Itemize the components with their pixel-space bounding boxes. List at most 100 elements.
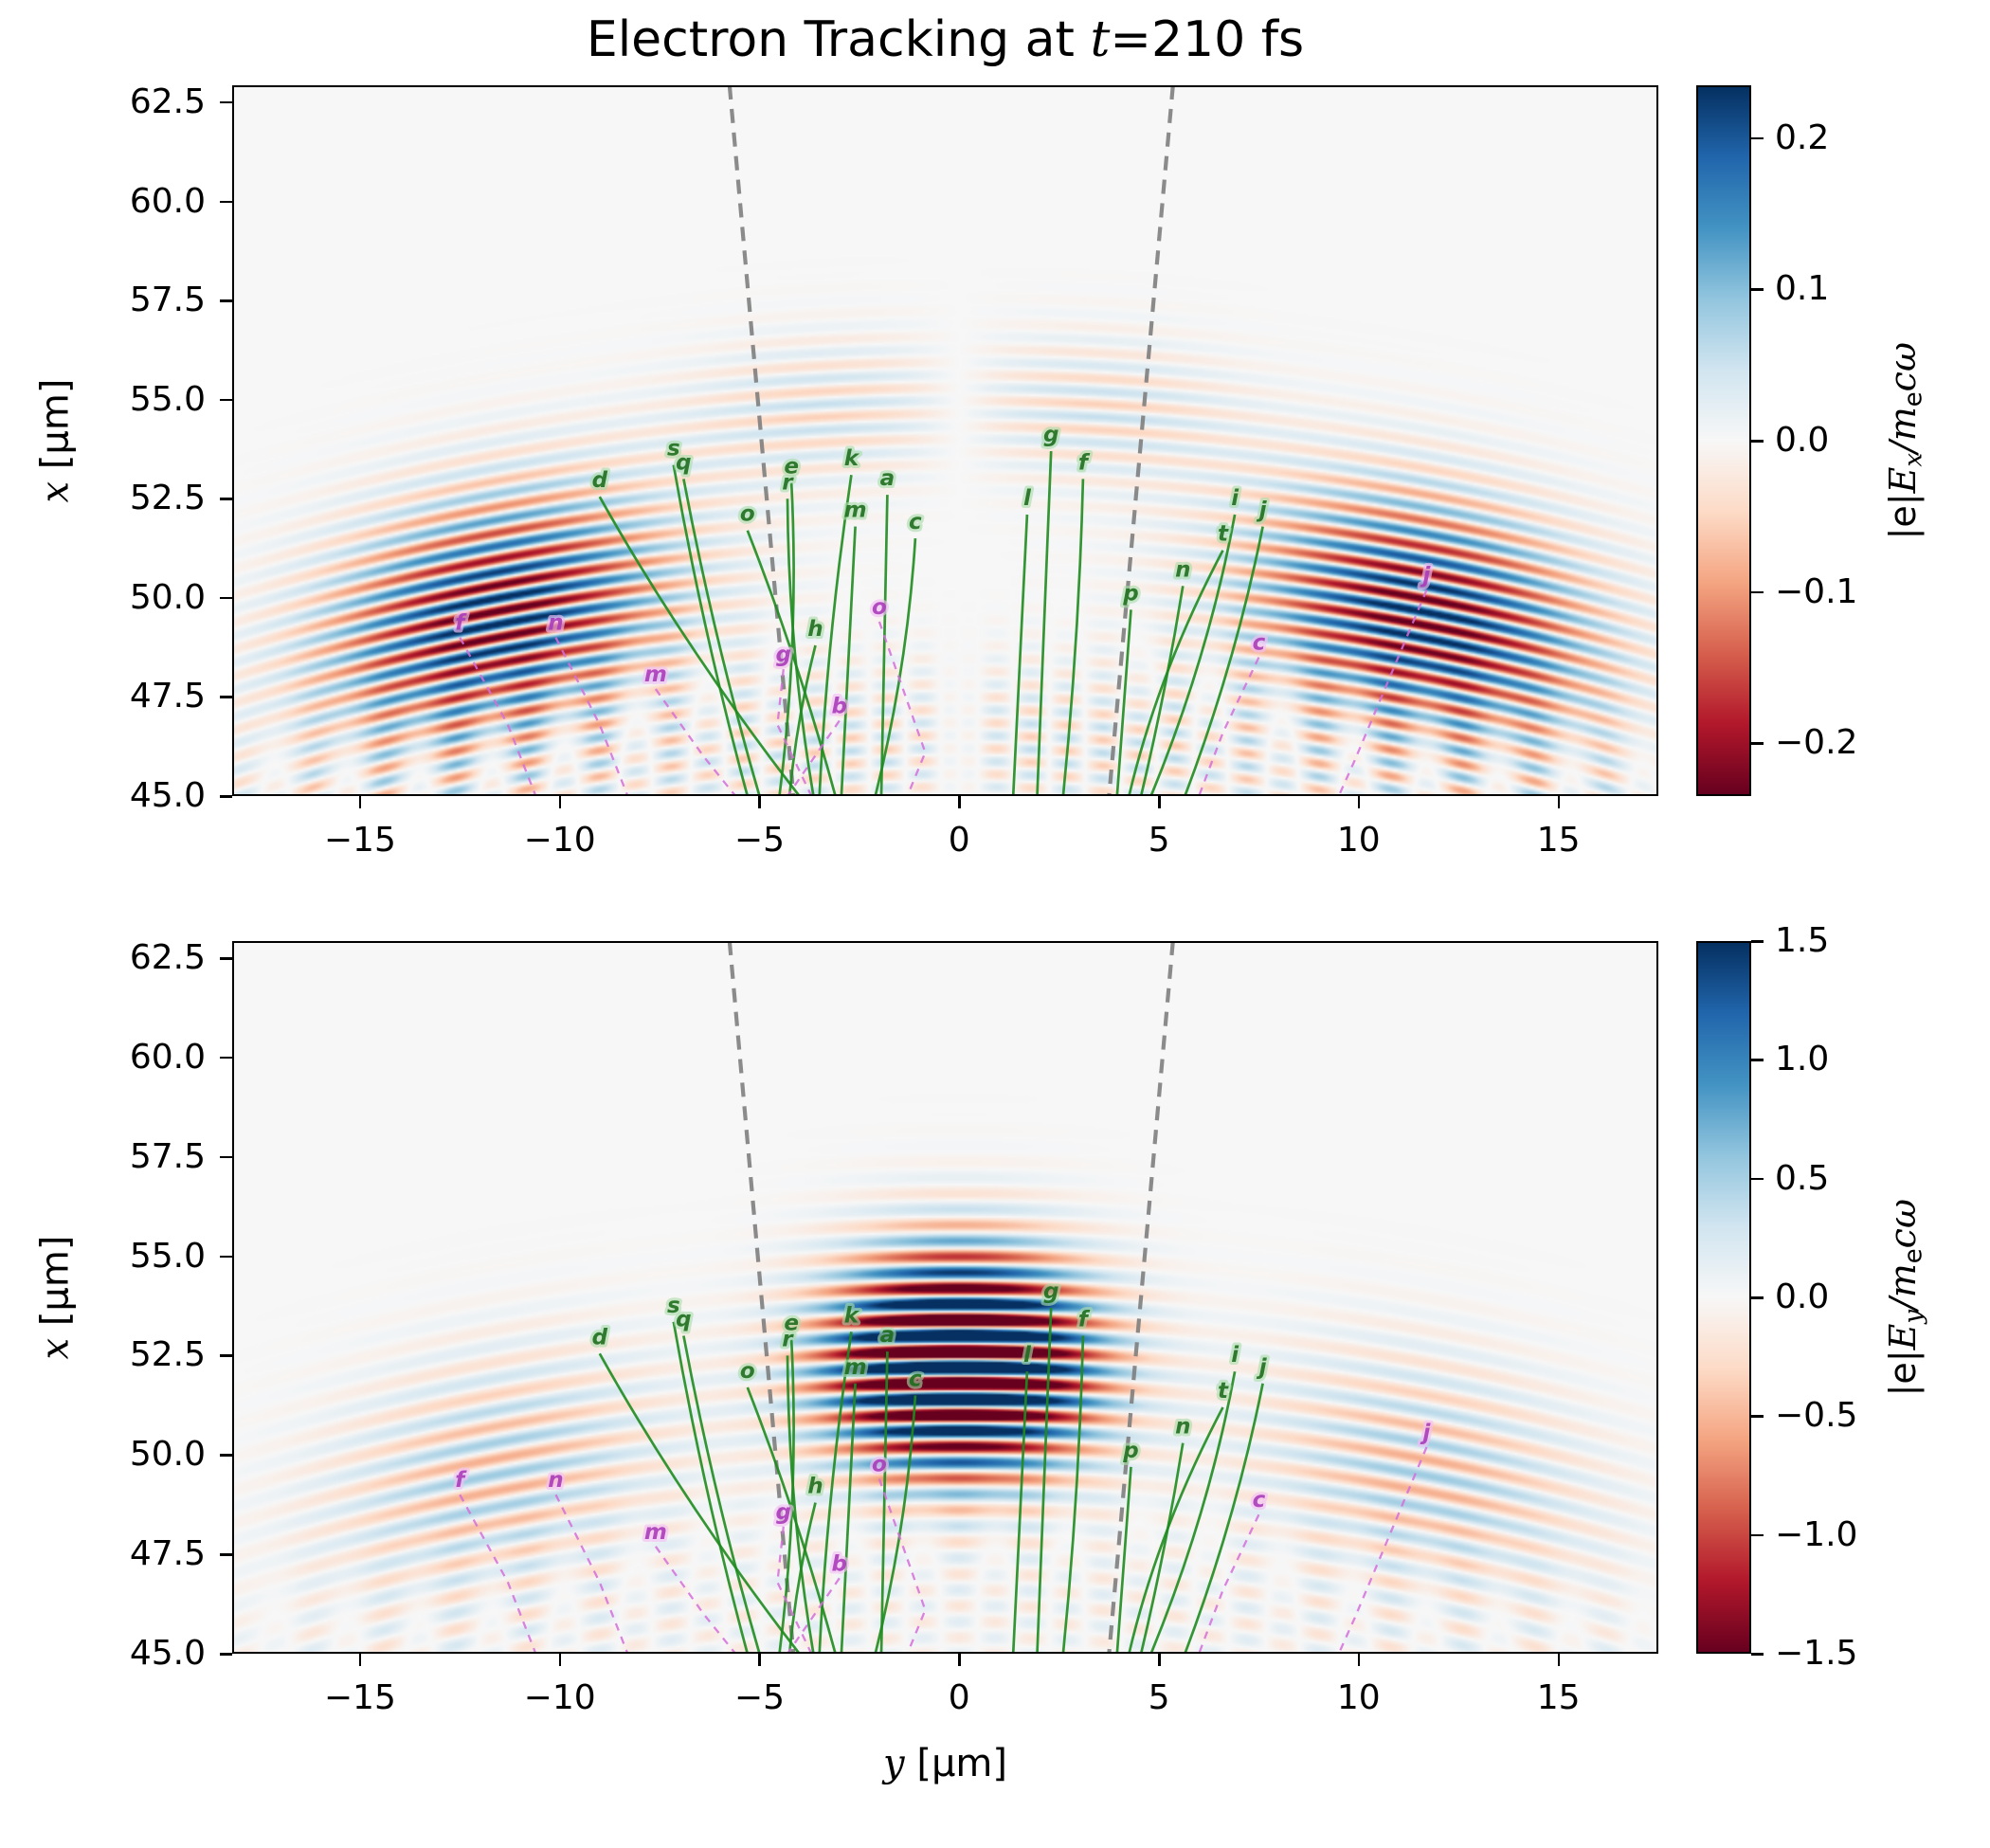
lost-track-g xyxy=(776,668,813,796)
y-tick-label: 55.0 xyxy=(129,1236,206,1276)
track-label-i: i xyxy=(1231,1343,1239,1368)
lost-track-label-o: o xyxy=(872,1452,887,1477)
lost-track-label-j: j xyxy=(1420,563,1432,588)
track-label-i: i xyxy=(1231,486,1239,511)
track-label-r: r xyxy=(782,1327,794,1351)
track-label-h: h xyxy=(807,617,823,642)
colorbar-tick-label: 0.5 xyxy=(1775,1158,1830,1198)
x-axis-label: y [μm] xyxy=(232,1742,1658,1785)
y-tick-label: 60.0 xyxy=(129,1037,206,1077)
colorbar-tickmark xyxy=(1751,1296,1764,1299)
electron-track-e xyxy=(778,482,795,796)
field-heatmap-ey xyxy=(232,941,1658,1654)
track-label-f: f xyxy=(1078,450,1091,475)
cone-line-right xyxy=(1107,941,1175,1654)
y-tickmark xyxy=(220,696,232,698)
track-label-q: q xyxy=(676,450,691,475)
electron-track-p xyxy=(1115,1466,1132,1654)
y-tickmark xyxy=(220,398,232,402)
x-tick-label: 0 xyxy=(948,1678,970,1717)
colorbar-tickmark xyxy=(1751,136,1764,140)
colorbar-tick-label: −1.5 xyxy=(1775,1634,1858,1673)
x-tickmark xyxy=(958,1654,961,1666)
track-label-t: t xyxy=(1218,522,1229,547)
colorbar-tickmark xyxy=(1751,1059,1764,1061)
track-label-d: d xyxy=(592,468,608,493)
electron-track-c xyxy=(874,538,917,796)
lost-track-label-g: g xyxy=(776,643,791,667)
label-fragment: E xyxy=(1881,1323,1924,1350)
x-tickmark xyxy=(1557,1654,1561,1666)
x-tickmark xyxy=(558,1654,562,1666)
x-tickmark xyxy=(1557,796,1561,808)
track-label-s: s xyxy=(667,1294,680,1318)
electron-track-t xyxy=(1128,1406,1224,1654)
x-tick-label: 15 xyxy=(1536,1678,1581,1717)
electron-track-j xyxy=(1184,526,1264,796)
track-label-p: p xyxy=(1122,1439,1138,1463)
label-fragment: m xyxy=(1881,1262,1924,1298)
colorbar-tick-label: 0.2 xyxy=(1775,118,1830,157)
track-label-p: p xyxy=(1122,581,1138,606)
track-label-l: l xyxy=(1023,486,1032,511)
lost-track-b xyxy=(787,1577,841,1654)
colorbar-tickmark xyxy=(1751,742,1764,745)
y-tick-label: 57.5 xyxy=(129,1136,206,1176)
label-fragment: x xyxy=(33,480,77,503)
y-tickmark xyxy=(220,957,232,960)
label-fragment: m xyxy=(1881,407,1924,442)
track-label-g: g xyxy=(1043,423,1058,447)
electron-track-k xyxy=(818,475,853,796)
x-tick-label: 10 xyxy=(1336,1678,1381,1717)
electron-track-c xyxy=(874,1395,917,1654)
lost-track-m xyxy=(654,688,737,796)
track-label-s: s xyxy=(667,437,680,462)
lost-track-m xyxy=(654,1546,737,1654)
y-tickmark xyxy=(220,1056,232,1060)
lost-track-label-j: j xyxy=(1420,1421,1432,1445)
lost-track-o xyxy=(877,621,927,796)
label-fragment: x xyxy=(1899,452,1928,467)
electron-track-l xyxy=(1011,1371,1029,1654)
colorbar-label-ey: |e|Ey/mecω xyxy=(1848,941,1962,1654)
electron-track-s xyxy=(672,464,750,796)
electron-track-f xyxy=(1061,479,1085,796)
title-prefix: Electron Tracking at xyxy=(586,11,1091,68)
electron-track-n xyxy=(1139,586,1185,796)
y-tick-label: 55.0 xyxy=(129,379,206,419)
track-label-k: k xyxy=(844,446,860,471)
colorbar-tickmark xyxy=(1751,1533,1764,1537)
electron-track-m xyxy=(840,1383,857,1654)
track-label-a: a xyxy=(880,466,896,491)
x-tickmark xyxy=(358,796,362,808)
lost-track-g xyxy=(776,1526,813,1654)
colorbar-label-text: |e|Ex/mecω xyxy=(1882,342,1927,539)
lost-track-o xyxy=(877,1478,927,1654)
figure-title: Electron Tracking at t=210 fs xyxy=(232,11,1658,68)
electron-track-m xyxy=(840,526,857,796)
x-tick-label: −5 xyxy=(733,821,785,860)
x-tickmark xyxy=(1158,796,1161,808)
lost-track-label-f: f xyxy=(455,1468,467,1493)
electron-track-p xyxy=(1115,609,1132,796)
colorbar-tick-label: −1.0 xyxy=(1775,1514,1858,1554)
y-tick-label: 45.0 xyxy=(129,776,206,815)
colorbar-tick-label: 0.1 xyxy=(1775,269,1830,309)
x-tick-label: 5 xyxy=(1148,821,1170,860)
label-fragment: |e| xyxy=(1881,1350,1924,1397)
electron-track-q xyxy=(682,479,761,796)
y-tick-label: 62.5 xyxy=(129,82,206,121)
y-tickmark xyxy=(220,1454,232,1457)
colorbar-label-ex: |e|Ex/mecω xyxy=(1848,85,1962,796)
label-fragment: e xyxy=(1899,391,1928,407)
colorbar-tickmark xyxy=(1751,288,1764,291)
y-tick-label: 62.5 xyxy=(129,938,206,978)
colorbar-tick-label: 0.0 xyxy=(1775,1277,1830,1316)
colorbar-label-text: |e|Ey/mecω xyxy=(1882,1199,1927,1396)
label-fragment: E xyxy=(1881,466,1924,494)
lost-track-b xyxy=(787,719,841,796)
colorbar-tick-label: 0.0 xyxy=(1775,421,1830,460)
label-fragment: [μm] xyxy=(904,1742,1007,1785)
